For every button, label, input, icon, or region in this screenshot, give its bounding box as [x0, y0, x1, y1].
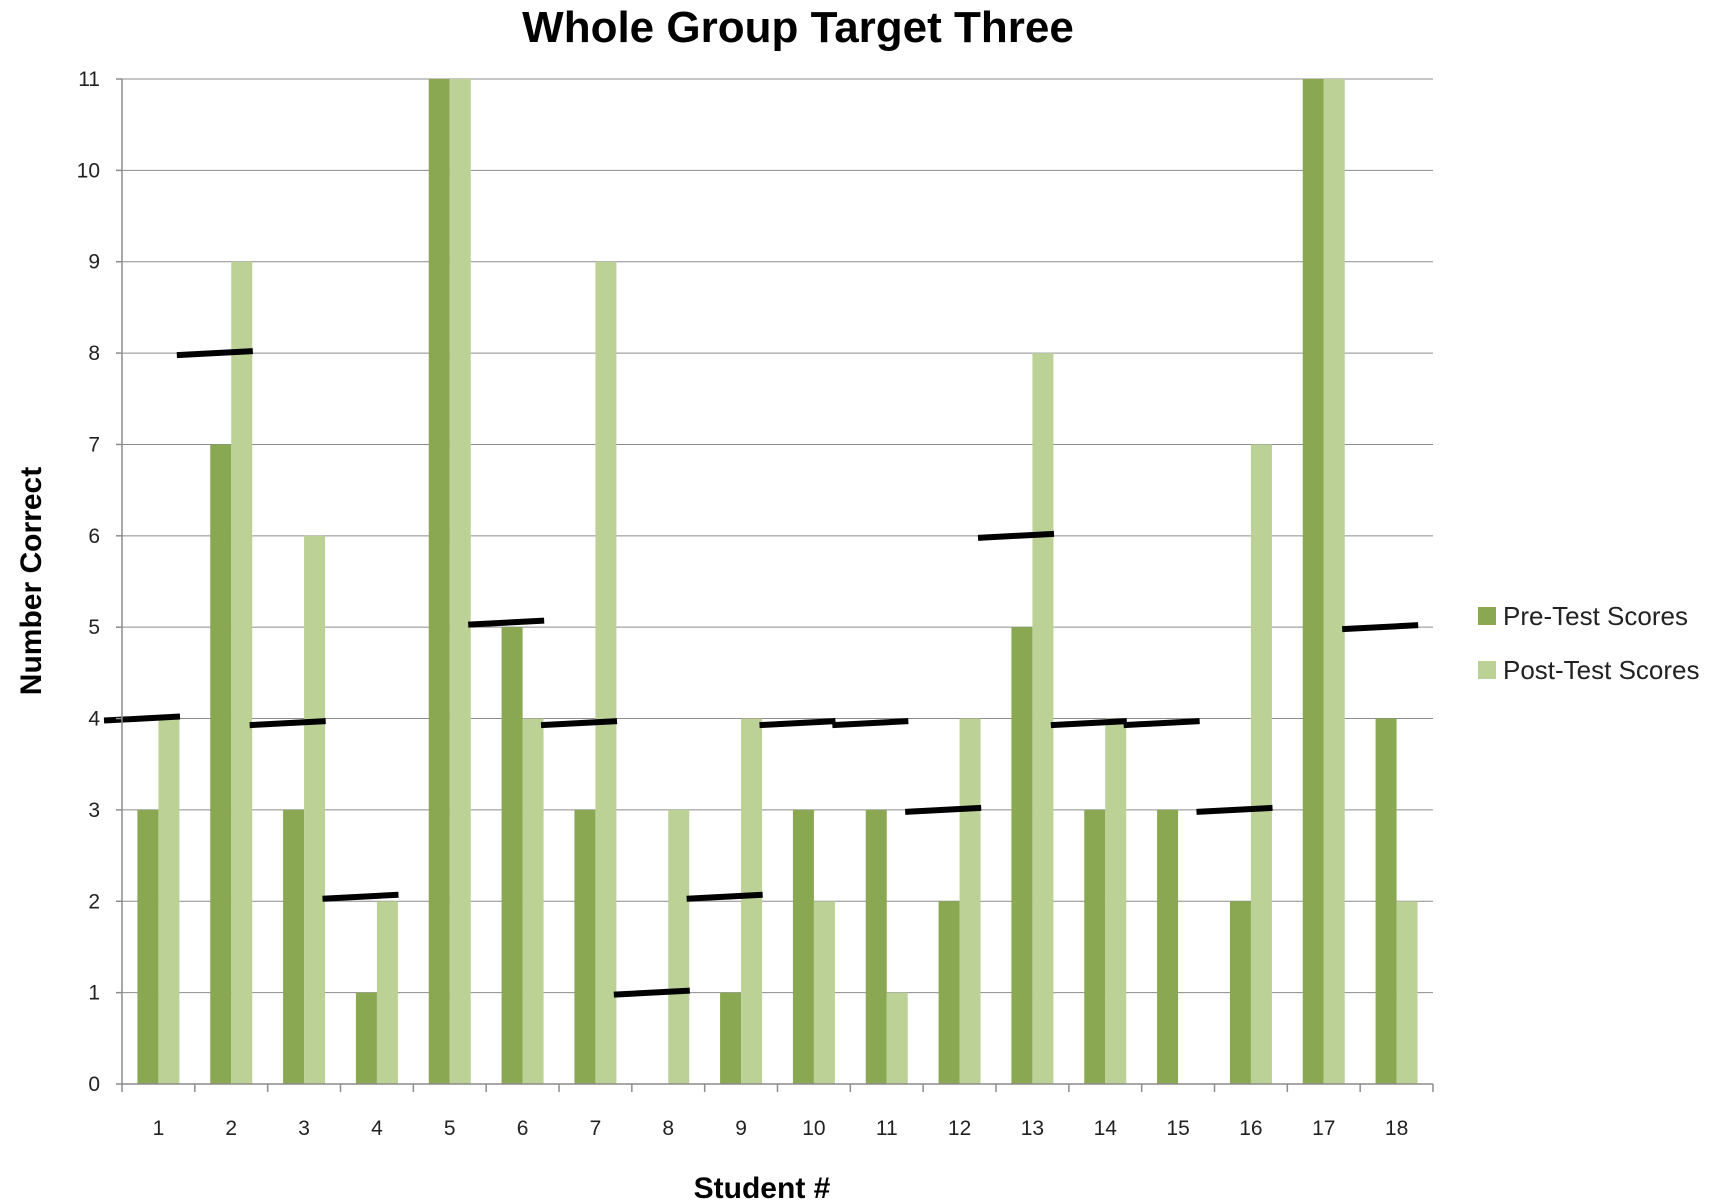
bar-post-3 — [304, 535, 326, 1084]
bar-pre-13 — [1011, 627, 1033, 1084]
y-tick-label: 11 — [78, 68, 100, 91]
legend-label-post: Post-Test Scores — [1503, 655, 1700, 685]
bar-post-17 — [1323, 79, 1345, 1084]
bar-pre-5 — [428, 79, 450, 1084]
target-marker-9 — [686, 891, 763, 902]
target-marker-13 — [977, 530, 1055, 541]
chart-title: Whole Group Target Three — [522, 3, 1074, 52]
y-tick-label: 8 — [88, 342, 100, 365]
target-marker-18 — [1342, 622, 1419, 633]
x-tick-label: 10 — [802, 1117, 825, 1140]
bar-post-5 — [449, 79, 471, 1084]
bar-post-10 — [813, 901, 835, 1084]
target-marker-15 — [1123, 718, 1200, 729]
y-tick-label: 2 — [88, 890, 100, 913]
x-tick-label: 13 — [1021, 1117, 1044, 1140]
target-marker-2 — [176, 348, 253, 359]
target-marker-3 — [249, 718, 326, 729]
bar-pre-7 — [574, 809, 596, 1084]
target-marker-12 — [905, 804, 982, 815]
y-axis-title: Number Correct — [15, 467, 48, 695]
bars — [137, 79, 1418, 1084]
y-tick-label: 9 — [88, 251, 100, 274]
bar-post-13 — [1032, 353, 1054, 1084]
axes — [116, 78, 1434, 1092]
x-tick-label: 15 — [1166, 1117, 1189, 1140]
bar-post-11 — [886, 992, 908, 1084]
gridlines — [122, 78, 1433, 994]
y-tick-label: 10 — [77, 159, 100, 182]
x-axis-title: Student # — [694, 1172, 831, 1203]
bar-pre-3 — [283, 809, 305, 1084]
x-tick-label: 3 — [298, 1117, 310, 1140]
bar-pre-14 — [1084, 809, 1106, 1084]
legend-swatch-pre — [1478, 607, 1496, 625]
target-marker-6 — [468, 617, 545, 628]
bar-post-18 — [1396, 901, 1418, 1084]
y-tick-labels: 0 1 2 3 4 5 6 7 8 9 10 11 — [77, 68, 101, 1096]
x-tick-labels: 1 2 3 4 5 6 7 8 9 10 11 12 13 14 15 16 17 18 — [153, 1117, 1409, 1140]
x-tick-label: 6 — [517, 1117, 529, 1140]
bar-post-12 — [959, 718, 981, 1084]
x-tick-label: 7 — [590, 1117, 602, 1140]
bar-post-7 — [595, 261, 617, 1084]
bar-pre-4 — [355, 992, 377, 1084]
x-tick-label: 4 — [371, 1117, 383, 1140]
bar-pre-10 — [792, 809, 814, 1084]
legend: Pre-Test Scores Post-Test Scores — [1478, 601, 1700, 685]
y-tick-label: 4 — [88, 708, 100, 731]
bar-pre-15 — [1157, 809, 1179, 1084]
bar-pre-11 — [865, 809, 887, 1084]
bar-post-9 — [741, 718, 763, 1084]
x-tick-label: 1 — [153, 1117, 165, 1140]
y-tick-label: 5 — [88, 616, 100, 639]
legend-swatch-post — [1478, 661, 1496, 679]
x-tick-label: 5 — [444, 1117, 456, 1140]
x-tick-label: 2 — [225, 1117, 237, 1140]
bar-pre-9 — [720, 992, 742, 1084]
bar-post-14 — [1105, 718, 1127, 1084]
y-tick-label: 0 — [88, 1073, 100, 1096]
target-marker-10 — [759, 718, 836, 729]
bar-pre-6 — [501, 627, 523, 1084]
target-marker-14 — [1050, 718, 1127, 729]
legend-label-pre: Pre-Test Scores — [1503, 601, 1688, 631]
target-marker-4 — [322, 891, 399, 902]
x-tick-label: 8 — [662, 1117, 674, 1140]
bar-post-1 — [158, 718, 180, 1084]
bar-post-2 — [231, 261, 253, 1084]
bar-pre-16 — [1229, 901, 1251, 1084]
bar-pre-1 — [137, 809, 159, 1084]
x-tick-label: 17 — [1312, 1117, 1335, 1140]
x-tick-label: 16 — [1239, 1117, 1262, 1140]
x-tick-label: 9 — [735, 1117, 747, 1140]
x-tick-label: 18 — [1385, 1117, 1408, 1140]
y-tick-label: 6 — [88, 525, 100, 548]
target-marker-8 — [613, 987, 690, 998]
bar-post-4 — [376, 901, 398, 1084]
target-marker-16 — [1196, 804, 1273, 815]
bar-pre-18 — [1375, 718, 1397, 1084]
target-marker-1 — [103, 713, 181, 724]
target-markers — [103, 348, 1419, 998]
x-tick-label: 12 — [948, 1117, 971, 1140]
y-tick-label: 7 — [88, 433, 100, 456]
target-marker-7 — [540, 718, 618, 729]
bar-pre-12 — [938, 901, 960, 1084]
y-tick-label: 1 — [88, 982, 100, 1005]
target-marker-11 — [832, 718, 909, 729]
bar-pre-2 — [210, 444, 232, 1084]
bar-pre-17 — [1302, 79, 1324, 1084]
x-tick-label: 14 — [1094, 1117, 1118, 1140]
bar-post-8 — [668, 809, 690, 1084]
bar-post-6 — [522, 718, 544, 1084]
x-tick-label: 11 — [876, 1117, 898, 1140]
y-tick-label: 3 — [88, 799, 100, 822]
bar-post-16 — [1250, 444, 1272, 1084]
